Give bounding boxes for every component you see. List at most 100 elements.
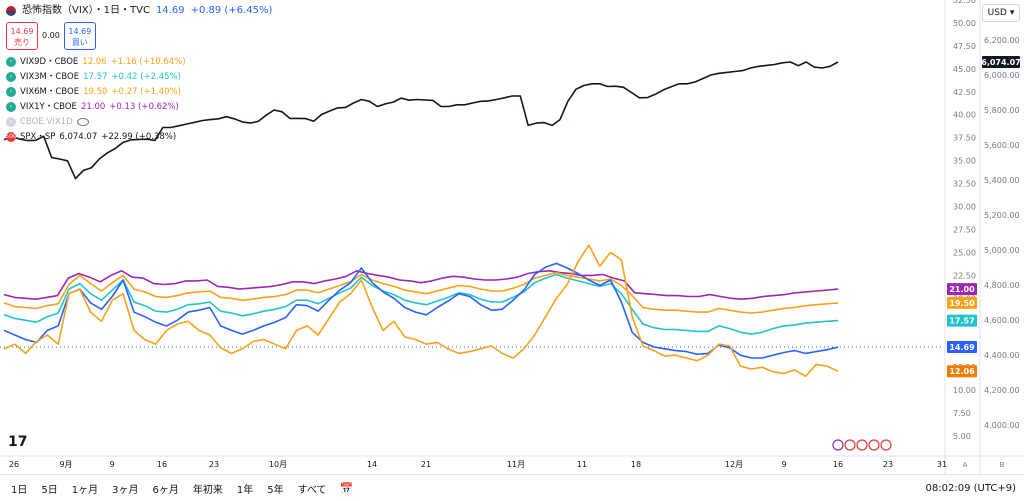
range-button[interactable]: 年初来 [192,484,223,496]
left-axis-tick: 22.50 [953,271,976,280]
series-line-vix[interactable] [3,262,839,359]
series-arrow-icon: › [6,101,16,112]
price-label-vix1y: 21.00 [949,285,975,294]
right-axis-tick: 5,600.00 [984,141,1020,150]
range-button[interactable]: 5日 [41,484,58,496]
series-line-vix3m[interactable] [3,273,839,335]
calendar-icon[interactable]: 📅 [339,481,354,495]
right-axis-tick: 6,000.00 [984,71,1020,80]
legend-row[interactable]: › VIX9D・CBOE 12.06 +1.16 (+10.64%) [6,54,272,69]
legend-row[interactable]: › VIX6M・CBOE 19.50 +0.27 (+1.40%) [6,84,272,99]
range-button[interactable]: 1年 [236,484,254,496]
currency-button[interactable]: USD ▾ [982,4,1020,22]
price-label-bg [947,365,977,378]
x-axis-tick: 16 [157,460,167,469]
us-event-icon[interactable] [880,439,892,451]
left-axis-tick: 50.00 [953,19,976,28]
us-event-icon[interactable] [868,439,880,451]
left-axis-tick: 37.50 [953,134,976,143]
x-axis-tick: 11 [577,460,587,469]
range-button[interactable]: 1ヶ月 [71,484,99,496]
sp500-icon: 500 [5,131,17,142]
legend-row[interactable]: › VIX1Y・CBOE 21.00 +0.13 (+0.62%) [6,99,272,114]
left-axis-tick: 35.00 [953,157,976,166]
symbol-title[interactable]: 恐怖指数（VIX）・1日・TVC [22,5,150,16]
sell-button[interactable]: 14.69 売り [6,22,38,50]
legend-series-name: VIX3M・CBOE [20,71,80,82]
price-label-vix: 14.69 [949,343,975,352]
legend-row[interactable]: 500 SPX・SP 6,074.07 +22.99 (+0.38%) [5,129,272,144]
sell-price: 14.69 [10,27,34,36]
legend-series-name: SPX・SP [20,131,56,142]
spread-value: 0.00 [42,31,60,40]
series-arrow-icon: › [6,71,16,82]
price-label-bg [947,283,977,296]
legend-series-change: +22.99 (+0.38%) [101,131,177,142]
sell-label: 売り [14,38,30,47]
series-line-vix9d[interactable] [3,244,839,378]
left-axis-tick: 47.50 [953,42,976,51]
x-axis-tick: 9 [109,460,114,469]
legend-series-name: VIX9D・CBOE [20,56,79,67]
left-axis-tick: 40.00 [953,111,976,120]
series-legend-list: › VIX9D・CBOE 12.06 +1.16 (+10.64%) › VIX3M・CB… [5,54,272,144]
price-label-spx: 6,074.07 [981,58,1020,67]
clock-display[interactable]: 08:02:09 (UTC+9) [925,482,1016,494]
legend-series-change: +0.27 (+1.40%) [111,86,181,97]
left-axis-tick: 32.50 [953,180,976,189]
left-axis-tick: 7.50 [953,409,971,418]
price-label-vix9d: 12.06 [949,367,975,376]
chart-canvas[interactable]: 52.50 50.00 47.50 45.00 42.50 40.00 37.50 35.00… [0,0,1024,474]
left-axis-tick: 27.50 [953,225,976,234]
series-line-spx[interactable] [3,61,839,180]
buy-button[interactable]: 14.69 買い [63,22,96,50]
range-button[interactable]: 3ヶ月 [112,484,139,496]
range-button[interactable]: 6ヶ月 [152,484,179,496]
price-label-bg [947,341,977,354]
series-line-vix6m[interactable] [3,271,839,314]
trade-buttons: 14.69 売り 0.00 14.69 買い [6,22,272,50]
us-event-icon[interactable] [856,439,868,451]
auto-scale-button[interactable]: A [963,461,968,469]
legend-series-name: CBOE:VIX1D [20,116,73,127]
eye-icon[interactable] [76,117,89,126]
left-axis-tick: 52.50 [953,0,976,5]
x-axis-tick: 23 [883,460,893,469]
right-axis-tick: 6,200.00 [984,36,1020,45]
legend-row[interactable]: › VIX3M・CBOE 17.57 +0.42 (+2.45%) [6,69,272,84]
right-axis-tick: 5,200.00 [984,211,1020,220]
x-axis-tick: 21 [421,460,431,469]
range-button[interactable]: 5年 [267,484,284,496]
x-axis-tick: 31 [937,460,947,469]
right-axis-tick: 4,000.00 [984,421,1020,430]
legend-series-change: +0.13 (+0.62%) [109,101,179,112]
symbol-price: 14.69 [155,5,185,16]
right-axis-tick: 4,800.00 [984,281,1020,290]
symbol-change: +0.89 (+6.45%) [190,5,273,16]
x-axis-tick: 10月 [269,460,287,469]
right-axis-tick: 5,000.00 [984,246,1020,255]
price-label-vix6m: 19.50 [949,299,975,308]
price-label-bg [947,314,977,327]
legend-series-name: VIX6M・CBOE [20,86,80,97]
price-label-vix3m: 17.57 [949,317,974,326]
range-button[interactable]: 1日 [11,484,28,496]
series-arrow-icon: › [6,56,16,67]
legend-series-value: 17.57 [83,71,108,82]
legend-series-change: +1.16 (+10.64%) [110,56,186,67]
series-line-vix1y[interactable] [3,269,839,301]
legend-series-value: 6,074.07 [59,131,98,142]
right-axis-tick: 4,400.00 [984,351,1020,360]
series-arrow-icon: › [6,116,16,127]
legend-row[interactable]: › CBOE:VIX1D [6,114,272,129]
x-axis-tick: 23 [209,460,219,469]
x-axis-tick: 16 [833,460,843,469]
x-axis-tick: 9月 [59,460,72,469]
log-scale-button[interactable]: B [1000,461,1005,469]
right-axis-tick: 4,600.00 [984,316,1020,325]
us-event-icon[interactable] [844,439,856,451]
range-button[interactable]: すべて [297,484,327,496]
left-axis-tick: 25.00 [953,248,976,257]
chevron-down-icon: ▾ [1009,8,1015,18]
dividend-event-icon[interactable] [832,439,844,451]
